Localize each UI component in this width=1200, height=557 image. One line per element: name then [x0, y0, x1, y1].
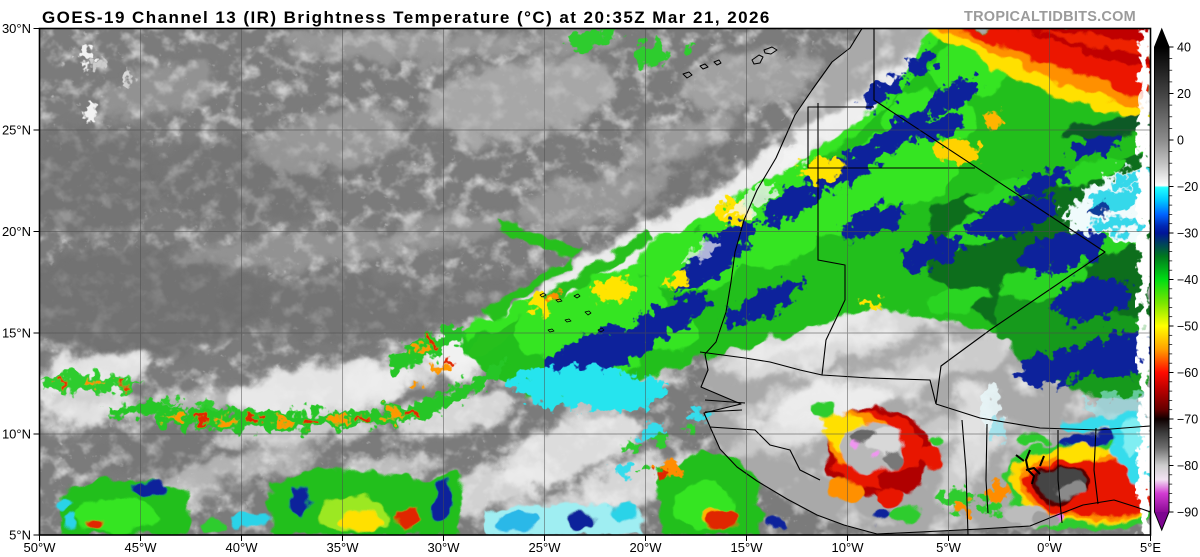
svg-text:15°N: 15°N	[2, 326, 31, 341]
svg-text:−50: −50	[1177, 320, 1198, 334]
svg-text:45°W: 45°W	[125, 540, 158, 555]
svg-text:−30: −30	[1177, 227, 1198, 241]
svg-text:TROPICALTIDBITS.COM: TROPICALTIDBITS.COM	[964, 9, 1136, 25]
svg-text:−40: −40	[1177, 273, 1198, 287]
svg-text:−70: −70	[1177, 413, 1198, 427]
svg-text:0: 0	[1177, 134, 1184, 148]
svg-text:−60: −60	[1177, 366, 1198, 380]
svg-text:35°W: 35°W	[327, 540, 360, 555]
svg-text:30°N: 30°N	[2, 21, 31, 36]
svg-text:5°E: 5°E	[1140, 540, 1161, 555]
svg-text:20°W: 20°W	[630, 540, 663, 555]
svg-text:20: 20	[1177, 87, 1191, 101]
svg-text:−80: −80	[1177, 459, 1198, 473]
svg-text:−20: −20	[1177, 180, 1198, 194]
svg-text:5°N: 5°N	[9, 528, 31, 543]
svg-text:10°N: 10°N	[2, 427, 31, 442]
svg-text:GOES-19 Channel 13 (IR) Bright: GOES-19 Channel 13 (IR) Brightness Tempe…	[42, 8, 771, 27]
svg-text:10°W: 10°W	[832, 540, 865, 555]
svg-text:40: 40	[1177, 41, 1191, 55]
svg-text:15°W: 15°W	[731, 540, 764, 555]
svg-text:25°N: 25°N	[2, 123, 31, 138]
svg-text:30°W: 30°W	[428, 540, 461, 555]
svg-text:5°W: 5°W	[936, 540, 961, 555]
svg-text:0°W: 0°W	[1037, 540, 1062, 555]
svg-text:50°W: 50°W	[24, 540, 57, 555]
svg-text:25°W: 25°W	[529, 540, 562, 555]
svg-text:20°N: 20°N	[2, 224, 31, 239]
svg-text:−90: −90	[1177, 506, 1198, 520]
svg-text:40°W: 40°W	[226, 540, 259, 555]
